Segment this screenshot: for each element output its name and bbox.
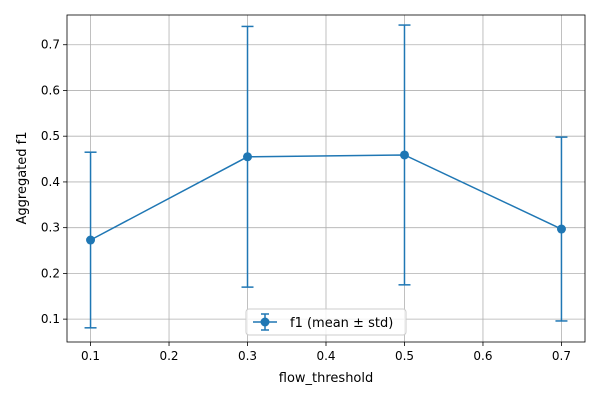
x-tick-label: 0.1 — [81, 349, 100, 363]
data-point — [86, 235, 96, 245]
data-point — [399, 150, 409, 160]
legend-label: f1 (mean ± std) — [290, 316, 393, 331]
legend-box — [245, 308, 407, 336]
x-tick-label: 0.3 — [238, 349, 257, 363]
y-tick-label: 0.6 — [41, 83, 60, 97]
y-axis-label: Aggregated f1 — [15, 132, 30, 225]
y-tick-label: 0.4 — [41, 175, 60, 189]
series-layer — [84, 24, 568, 329]
y-tick-label: 0.2 — [41, 266, 60, 280]
plot-frame — [66, 14, 586, 343]
legend-marker — [260, 317, 270, 327]
y-tick-label: 0.5 — [41, 129, 60, 143]
y-tick-label: 0.3 — [41, 221, 60, 235]
x-tick-label: 0.2 — [159, 349, 178, 363]
x-tick-label: 0.7 — [552, 349, 571, 363]
y-tick-label: 0.7 — [41, 38, 60, 52]
x-tick-label: 0.5 — [395, 349, 414, 363]
x-axis-label: flow_threshold — [279, 371, 374, 386]
y-tick-label: 0.1 — [41, 312, 60, 326]
series-line — [90, 154, 562, 241]
x-tick-label: 0.4 — [316, 349, 335, 363]
x-axis-ticks: 0.1 0.2 0.3 0.4 0.5 0.6 0.7 — [81, 342, 571, 363]
data-point — [243, 152, 253, 162]
legend: f1 (mean ± std) — [245, 308, 407, 336]
x-tick-label: 0.6 — [473, 349, 492, 363]
grid — [67, 15, 585, 342]
data-point — [556, 224, 566, 234]
y-axis-ticks: 0.1 0.2 0.3 0.4 0.5 0.6 0.7 — [41, 38, 67, 326]
